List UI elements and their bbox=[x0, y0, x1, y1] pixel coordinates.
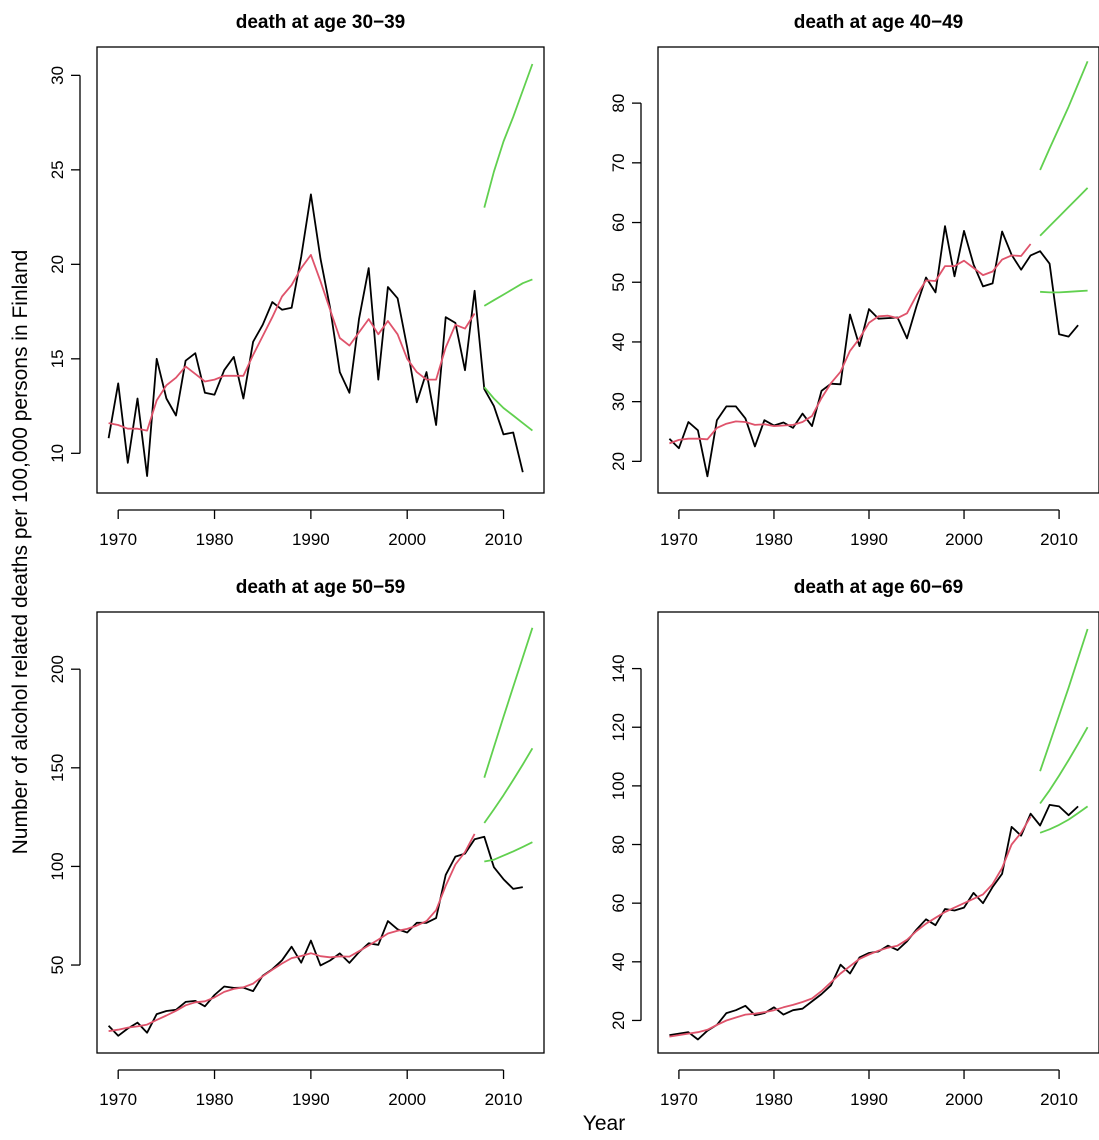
panel-4: death at age 60−69 1970 1980 1990 2000 2010 20… bbox=[609, 577, 1099, 1109]
x-axis: 1970 1980 1990 2000 2010 bbox=[99, 1069, 523, 1109]
y-tick-label: 20 bbox=[609, 452, 628, 471]
forecast-line bbox=[483, 386, 533, 432]
smooth-line bbox=[108, 253, 476, 432]
y-tick-label: 20 bbox=[609, 1011, 628, 1030]
x-tick-label: 2000 bbox=[945, 530, 983, 549]
x-tick-label: 1990 bbox=[850, 530, 888, 549]
y-tick-label: 20 bbox=[48, 255, 67, 274]
x-tick-label: 2010 bbox=[1040, 530, 1078, 549]
x-tick-label: 2000 bbox=[388, 1090, 426, 1109]
smooth-line bbox=[669, 816, 1032, 1038]
forecast-line bbox=[1039, 628, 1089, 772]
y-tick-label: 15 bbox=[48, 349, 67, 368]
panel-2: death at age 40−49 1970 1980 1990 2000 2010 20… bbox=[609, 12, 1099, 549]
panel-3: death at age 50−59 1970 1980 1990 2000 2010 50… bbox=[48, 577, 545, 1109]
y-tick-label: 40 bbox=[609, 332, 628, 351]
x-tick-label: 2010 bbox=[485, 1090, 523, 1109]
x-axis-label: Year bbox=[583, 1112, 625, 1135]
x-tick-label: 2000 bbox=[388, 530, 426, 549]
y-tick-label: 60 bbox=[609, 213, 628, 232]
plot-frame bbox=[657, 611, 1099, 1054]
observed-line bbox=[107, 835, 523, 1037]
forecast-line bbox=[1039, 805, 1089, 834]
y-tick-label: 30 bbox=[48, 66, 67, 85]
observed-line bbox=[107, 193, 524, 477]
forecast-line bbox=[483, 747, 534, 824]
forecast-line bbox=[483, 278, 533, 307]
y-axis-label: Number of alcohol related deaths per 100… bbox=[9, 250, 32, 855]
x-tick-label: 1970 bbox=[660, 530, 698, 549]
y-tick-label: 150 bbox=[48, 754, 67, 782]
y-tick-label: 40 bbox=[609, 952, 628, 971]
x-tick-label: 1990 bbox=[292, 530, 330, 549]
observed-line bbox=[669, 804, 1079, 1041]
panel-title: death at age 30−39 bbox=[236, 12, 406, 33]
y-axis: 10 15 20 25 30 bbox=[48, 66, 81, 463]
y-tick-label: 70 bbox=[609, 153, 628, 172]
x-tick-label: 2010 bbox=[1040, 1090, 1078, 1109]
x-tick-label: 1970 bbox=[660, 1090, 698, 1109]
plot-frame bbox=[96, 611, 545, 1054]
x-tick-label: 2010 bbox=[485, 530, 523, 549]
x-tick-label: 1970 bbox=[99, 1090, 137, 1109]
smooth-line bbox=[108, 833, 476, 1032]
y-tick-label: 140 bbox=[609, 654, 628, 682]
x-tick-label: 1980 bbox=[196, 530, 234, 549]
y-tick-label: 80 bbox=[609, 835, 628, 854]
observed-line bbox=[668, 225, 1079, 478]
y-tick-label: 200 bbox=[48, 655, 67, 683]
plot-frame bbox=[657, 46, 1099, 494]
forecast-line bbox=[1039, 726, 1089, 805]
plot-frame bbox=[96, 46, 545, 494]
y-tick-label: 60 bbox=[609, 894, 628, 913]
smooth-line bbox=[669, 243, 1032, 445]
y-tick-label: 25 bbox=[48, 160, 67, 179]
x-tick-label: 1980 bbox=[755, 1090, 793, 1109]
x-tick-label: 1980 bbox=[755, 530, 793, 549]
y-tick-label: 50 bbox=[48, 956, 67, 975]
y-axis: 20 30 40 50 60 70 80 bbox=[609, 94, 642, 471]
forecast-line bbox=[1040, 289, 1088, 294]
y-tick-label: 100 bbox=[609, 772, 628, 800]
y-axis: 20 40 60 80 100 120 140 bbox=[609, 654, 642, 1030]
x-tick-label: 1970 bbox=[99, 530, 137, 549]
forecast-line bbox=[1039, 187, 1089, 237]
forecast-line bbox=[1039, 60, 1089, 171]
x-tick-label: 1980 bbox=[196, 1090, 234, 1109]
y-tick-label: 100 bbox=[48, 852, 67, 880]
x-tick-label: 2000 bbox=[945, 1090, 983, 1109]
panel-title: death at age 60−69 bbox=[794, 577, 964, 598]
forecast-line bbox=[484, 841, 533, 863]
x-tick-label: 1990 bbox=[850, 1090, 888, 1109]
x-axis: 1970 1980 1990 2000 2010 bbox=[660, 1069, 1078, 1109]
y-tick-label: 30 bbox=[609, 392, 628, 411]
x-axis: 1970 1980 1990 2000 2010 bbox=[660, 509, 1078, 549]
y-tick-label: 80 bbox=[609, 94, 628, 113]
y-tick-label: 120 bbox=[609, 713, 628, 741]
forecast-line bbox=[483, 63, 534, 208]
y-axis: 50 100 150 200 bbox=[48, 655, 81, 975]
panel-title: death at age 40−49 bbox=[794, 12, 964, 33]
panel-title: death at age 50−59 bbox=[236, 577, 406, 598]
forecast-line bbox=[483, 627, 534, 778]
x-axis: 1970 1980 1990 2000 2010 bbox=[99, 509, 523, 549]
x-tick-label: 1990 bbox=[292, 1090, 330, 1109]
y-tick-label: 10 bbox=[48, 444, 67, 463]
y-tick-label: 50 bbox=[609, 273, 628, 292]
